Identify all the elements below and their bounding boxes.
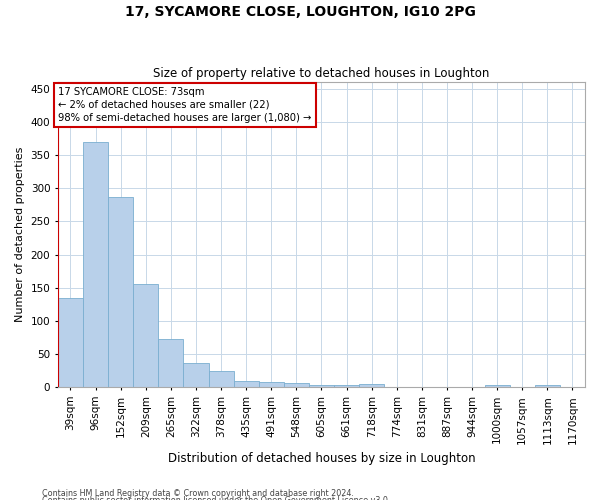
Bar	[58, 298, 83, 388]
Bar	[284, 382, 309, 388]
Text: 17 SYCAMORE CLOSE: 73sqm
← 2% of detached houses are smaller (22)
98% of semi-de: 17 SYCAMORE CLOSE: 73sqm ← 2% of detache…	[58, 86, 312, 123]
Text: 17, SYCAMORE CLOSE, LOUGHTON, IG10 2PG: 17, SYCAMORE CLOSE, LOUGHTON, IG10 2PG	[125, 5, 475, 19]
Bar	[309, 384, 334, 388]
Bar	[158, 339, 184, 388]
Bar	[83, 142, 108, 388]
Bar	[233, 380, 259, 388]
Bar	[184, 362, 209, 388]
Bar	[334, 384, 359, 388]
Text: Contains public sector information licensed under the Open Government Licence v3: Contains public sector information licen…	[42, 496, 391, 500]
Bar	[108, 197, 133, 388]
Bar	[535, 384, 560, 388]
Bar	[209, 370, 233, 388]
Text: Contains HM Land Registry data © Crown copyright and database right 2024.: Contains HM Land Registry data © Crown c…	[42, 488, 354, 498]
Y-axis label: Number of detached properties: Number of detached properties	[15, 147, 25, 322]
Bar	[485, 384, 510, 388]
Bar	[259, 382, 284, 388]
Title: Size of property relative to detached houses in Loughton: Size of property relative to detached ho…	[153, 66, 490, 80]
Bar	[359, 384, 384, 388]
Bar	[133, 284, 158, 388]
X-axis label: Distribution of detached houses by size in Loughton: Distribution of detached houses by size …	[167, 452, 475, 465]
